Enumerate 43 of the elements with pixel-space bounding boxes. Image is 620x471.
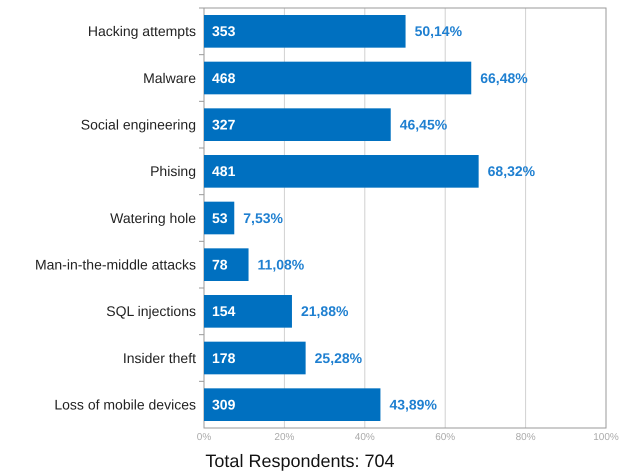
data-label: 7,53%: [243, 210, 284, 226]
bar: [204, 108, 391, 141]
data-label: 21,88%: [300, 303, 349, 320]
data-label: 66,48%: [480, 70, 528, 86]
bar: [204, 388, 380, 421]
x-tick-label: 40%: [354, 432, 375, 443]
annotation: 481: [212, 163, 236, 180]
data-label: 50,14%: [414, 23, 463, 40]
bar: [204, 15, 406, 48]
data-label: 46,45%: [400, 116, 448, 133]
y-tick-label: Phising: [150, 163, 196, 180]
y-tick-label: Watering hole: [110, 210, 196, 226]
y-tick-label: Insider theft: [122, 350, 196, 366]
x-tick-label: 60%: [435, 432, 456, 443]
y-tick-label: Man-in-the-middle attacks: [34, 256, 196, 273]
bar: [204, 342, 306, 374]
annotation: 53: [212, 210, 228, 226]
bar: [204, 295, 292, 328]
bar: [204, 155, 479, 188]
y-tick-label: Hacking attempts: [88, 23, 196, 40]
annotation: 353: [212, 23, 236, 40]
x-tick-label: 20%: [274, 432, 295, 443]
y-tick-label: Loss of mobile devices: [54, 396, 196, 413]
x-axis-title: Total Respondents: 704: [205, 451, 395, 471]
data-label: 11,08%: [258, 256, 305, 273]
annotation: 178: [212, 350, 236, 366]
y-tick-label: Malware: [143, 70, 196, 86]
y-tick-label: Social engineering: [80, 116, 196, 133]
bar: [204, 248, 249, 281]
y-tick-label: SQL injections: [106, 303, 196, 320]
bar: [204, 62, 472, 94]
data-label: 68,32%: [488, 163, 536, 180]
data-label: 43,89%: [389, 396, 438, 413]
annotation: 78: [212, 256, 228, 273]
x-tick-label: 80%: [516, 432, 536, 443]
x-tick-label: 0%: [196, 432, 212, 443]
annotation: 327: [212, 116, 236, 133]
annotation: 468: [212, 70, 236, 86]
data-label: 25,28%: [314, 350, 363, 366]
annotation: 154: [212, 303, 236, 320]
annotation: 309: [212, 396, 236, 413]
x-tick-label: 100%: [593, 432, 619, 443]
bar: [204, 202, 234, 234]
